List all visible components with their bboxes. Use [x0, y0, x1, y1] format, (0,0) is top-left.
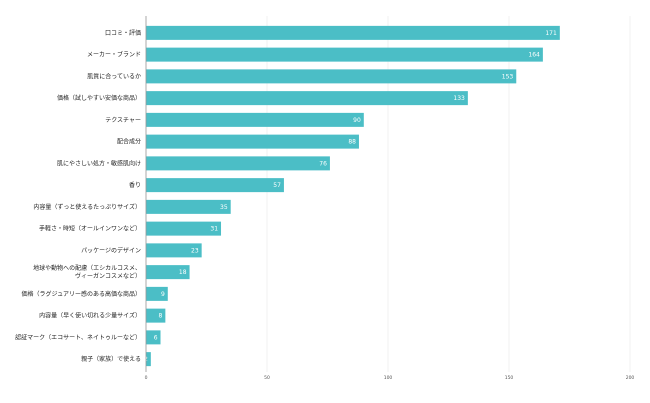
value-label-6: 76	[319, 160, 327, 167]
category-label-line: 親子（家族）で使える	[81, 355, 141, 363]
bar-12	[146, 286, 168, 301]
category-label-line: ヴィーガンコスメなど）	[75, 272, 141, 280]
category-label-7: 香り	[129, 181, 141, 189]
category-label-0: 口コミ・評価	[105, 29, 141, 37]
category-label-line: 内容量（ずっと使えるたっぷりサイズ）	[33, 203, 141, 211]
value-label-8: 35	[220, 204, 228, 211]
value-label-2: 153	[502, 73, 514, 80]
bar-9	[146, 221, 222, 236]
category-label-14: 認証マーク（エコサート、ネイトゥルーなど）	[15, 333, 141, 341]
category-label-15: 親子（家族）で使える	[81, 355, 141, 363]
value-label-10: 23	[191, 247, 199, 254]
category-label-4: テクスチャー	[105, 117, 141, 124]
category-label-13: 内容量（早く使い切れる少量サイズ）	[39, 312, 141, 320]
bar-1	[146, 47, 543, 62]
value-label-7: 57	[273, 182, 281, 189]
bar-13	[146, 308, 166, 323]
bar-3	[146, 91, 468, 106]
category-label-line: 香り	[129, 181, 141, 189]
x-tick-label-3: 150	[505, 375, 514, 381]
category-label-line: 内容量（早く使い切れる少量サイズ）	[39, 312, 141, 320]
bar-layer: 17116415313390887657353123189862	[144, 25, 560, 367]
bar-2	[146, 69, 517, 84]
value-label-0: 171	[545, 30, 557, 37]
bar-8	[146, 199, 231, 214]
category-label-line: 口コミ・評価	[105, 29, 141, 37]
x-tick-label-0: 0	[145, 375, 148, 381]
category-label-line: 地球や動物への配慮（エシカルコスメ、	[33, 264, 141, 272]
axis-layer: 0 50 100 150 200	[145, 16, 635, 381]
category-label-9: 手軽さ・時短（オールインワンなど）	[39, 225, 141, 233]
bar-6	[146, 156, 330, 171]
value-label-9: 31	[210, 226, 218, 233]
value-label-13: 8	[159, 313, 163, 320]
bar-7	[146, 178, 284, 193]
bar-5	[146, 134, 359, 149]
category-label-1: メーカー・ブランド	[87, 51, 141, 59]
x-tick-label-1: 50	[264, 375, 270, 381]
category-label-12: 価格（ラグジュアリー感のある高価な商品）	[22, 290, 141, 298]
bar-10	[146, 243, 202, 258]
bar-14	[146, 330, 161, 345]
category-label-5: 配合成分	[117, 138, 141, 146]
bar-15	[146, 352, 151, 367]
bar-11	[146, 265, 190, 280]
category-label-10: パッケージのデザイン	[81, 246, 141, 254]
bar-4	[146, 112, 364, 127]
value-label-4: 90	[353, 117, 361, 124]
value-label-11: 18	[179, 269, 187, 276]
category-label-line: 肌質に合っているか	[87, 72, 141, 80]
value-label-14: 6	[154, 334, 158, 341]
category-label-6: 肌にやさしい処方・敏感肌向け	[57, 159, 141, 167]
value-label-3: 133	[453, 95, 465, 102]
category-label-line: 手軽さ・時短（オールインワンなど）	[39, 225, 141, 233]
category-label-line: メーカー・ブランド	[87, 51, 141, 59]
category-label-line: テクスチャー	[105, 117, 141, 124]
value-label-12: 9	[161, 291, 165, 298]
x-tick-label-2: 100	[384, 375, 393, 381]
value-label-5: 88	[348, 139, 356, 146]
category-label-11: 地球や動物への配慮（エシカルコスメ、ヴィーガンコスメなど）	[33, 264, 141, 280]
category-label-line: 肌にやさしい処方・敏感肌向け	[57, 159, 141, 167]
value-label-1: 164	[528, 52, 540, 59]
category-label-line: 価格（ラグジュアリー感のある高価な商品）	[22, 290, 141, 298]
category-label-line: 価格（試しやすい安価な商品）	[57, 94, 141, 102]
category-label-8: 内容量（ずっと使えるたっぷりサイズ）	[33, 203, 141, 211]
bar-0	[146, 25, 560, 40]
category-label-2: 肌質に合っているか	[87, 72, 141, 80]
category-label-line: 認証マーク（エコサート、ネイトゥルーなど）	[15, 333, 141, 341]
x-tick-label-4: 200	[626, 375, 635, 381]
category-label-3: 価格（試しやすい安価な商品）	[57, 94, 141, 102]
category-label-line: 配合成分	[117, 138, 141, 146]
category-label-line: パッケージのデザイン	[81, 246, 141, 254]
